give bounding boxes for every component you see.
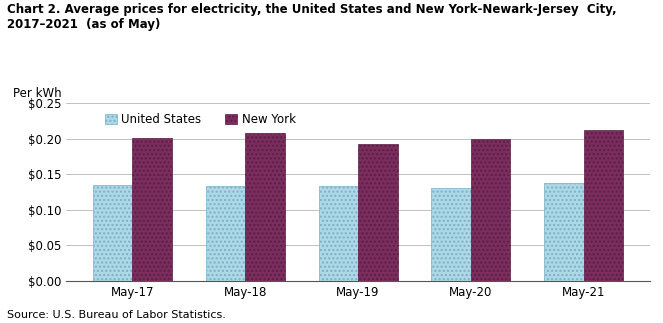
Bar [432,188,471,281]
Text: Chart 2. Average prices for electricity, the United States and New York-Newark-J: Chart 2. Average prices for electricity,… [7,3,616,31]
Bar [583,130,623,281]
Legend: United States, New York: United States, New York [101,109,299,129]
Bar [206,186,245,281]
Bar [318,186,358,281]
Text: Per kWh: Per kWh [13,87,62,100]
Bar [133,138,172,281]
Bar [471,139,511,281]
Bar [245,133,284,281]
Text: Source: U.S. Bureau of Labor Statistics.: Source: U.S. Bureau of Labor Statistics. [7,310,225,320]
Bar [544,183,583,281]
Bar [93,185,133,281]
Bar [358,144,398,281]
